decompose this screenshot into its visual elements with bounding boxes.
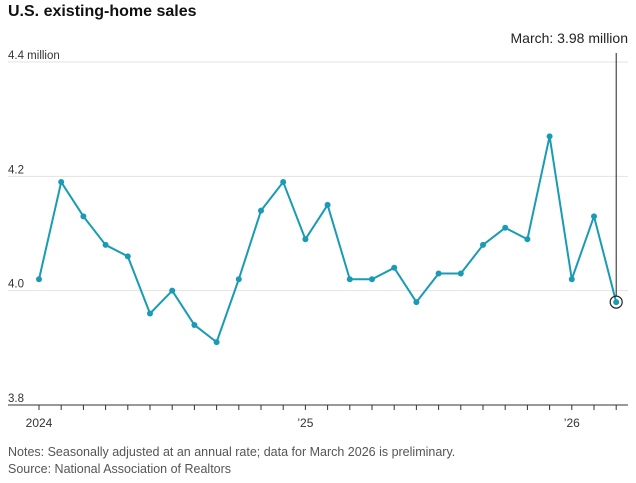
data-point <box>457 270 464 277</box>
data-point <box>480 241 486 248</box>
y-tick-label: 4.0 <box>8 279 24 291</box>
data-point <box>568 276 575 283</box>
data-point <box>546 133 553 140</box>
x-tick-label: ’26 <box>564 416 580 430</box>
data-point <box>369 276 375 283</box>
y-tick-label: 3.8 <box>8 393 24 405</box>
data-point <box>280 179 287 186</box>
chart-title: U.S. existing-home sales <box>8 3 197 20</box>
chart-footer: Notes: Seasonally adjusted at an annual … <box>8 444 455 478</box>
x-tick-label: 2024 <box>26 416 53 430</box>
data-point <box>102 241 109 248</box>
data-point <box>169 287 176 294</box>
data-point <box>324 201 331 208</box>
data-point <box>191 321 198 328</box>
data-point <box>124 253 131 260</box>
data-point <box>302 236 309 243</box>
data-point <box>413 299 420 306</box>
annotation-marker <box>609 295 623 309</box>
data-point <box>213 339 220 346</box>
data-point <box>147 310 153 317</box>
data-point <box>258 207 264 214</box>
y-tick-label: 4.4 million <box>8 50 60 62</box>
data-point <box>391 264 398 271</box>
data-point <box>613 299 620 306</box>
data-point <box>435 270 442 277</box>
data-point <box>235 276 242 283</box>
data-point <box>524 236 531 243</box>
data-point <box>591 213 597 220</box>
source-text: Source: National Association of Realtors <box>8 462 232 476</box>
data-point <box>36 276 42 283</box>
x-tick-label: ’25 <box>297 416 313 430</box>
data-point <box>80 213 87 220</box>
data-point <box>58 179 65 186</box>
data-point <box>502 224 509 231</box>
data-point <box>346 276 353 283</box>
y-tick-label: 4.2 <box>8 164 24 176</box>
notes-text: Notes: Seasonally adjusted at an annual … <box>8 445 456 459</box>
annotation-label: March: 3.98 million <box>511 30 629 46</box>
